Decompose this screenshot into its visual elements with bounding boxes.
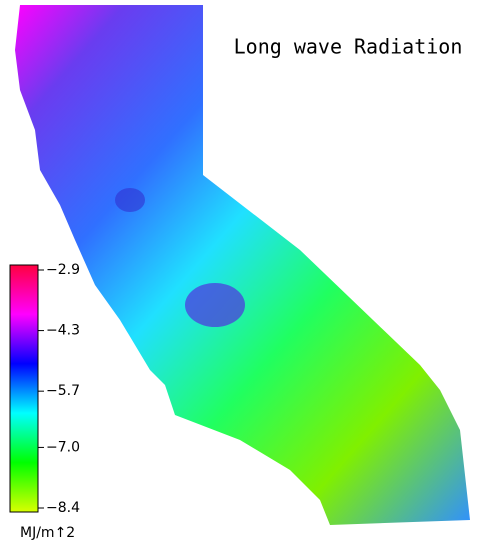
colorbar-tick-label: −5.7 bbox=[46, 383, 80, 399]
colorbar-unit: MJ/m↑2 bbox=[20, 525, 75, 541]
colorbar-tick-label: −2.9 bbox=[46, 262, 80, 278]
valley-region bbox=[185, 283, 245, 327]
map-title: Long wave Radiation bbox=[234, 35, 463, 59]
colorbar-tick-label: −8.4 bbox=[46, 500, 80, 516]
colorbar bbox=[9, 264, 39, 513]
california-map bbox=[15, 5, 470, 525]
colorbar-tick-label: −4.3 bbox=[46, 323, 80, 339]
mountain-region bbox=[115, 188, 145, 212]
colorbar-tick-label: −7.0 bbox=[46, 439, 80, 455]
